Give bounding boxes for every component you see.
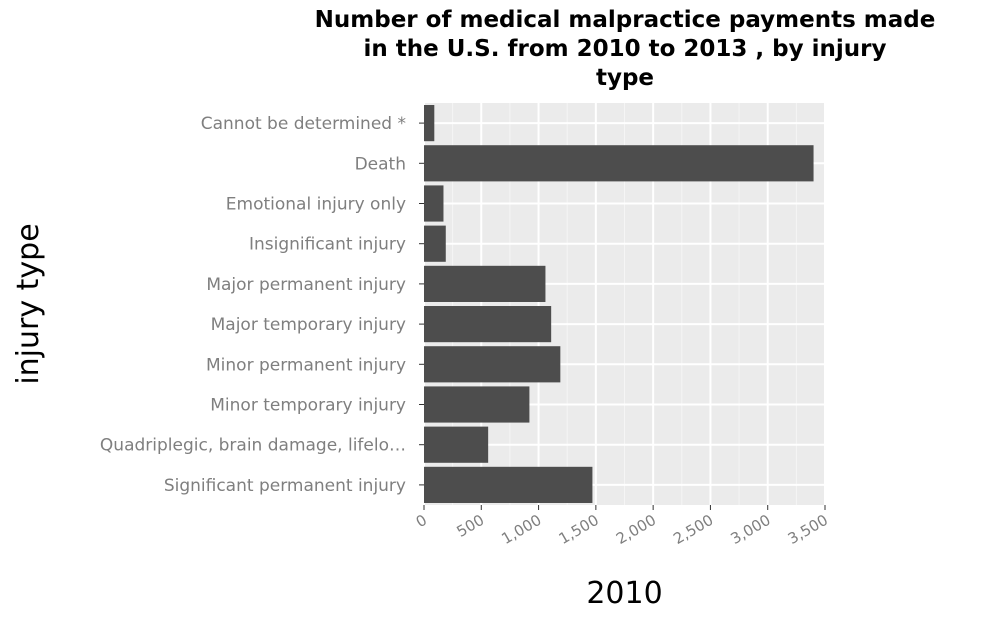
x-tick-label: 2,000 [613,511,659,548]
y-tick-label: Quadriplegic, brain damage, lifelo… [100,436,406,456]
y-axis-title: injury type [11,223,46,384]
bar [424,265,546,302]
y-tick-label: Major permanent injury [206,275,406,295]
x-tick-label: 3,000 [728,511,774,548]
x-axis: 0 500 1,000 1,500 2,000 2,500 3,000 3,500 [413,505,831,548]
x-axis-title: 2010 [586,576,662,611]
bar [424,306,552,343]
chart-title-line: type [595,65,655,91]
chart-title-line: in the U.S. from 2010 to 2013 , by injur… [363,36,887,62]
y-tick-label: Cannot be determined * [201,114,406,134]
bar [424,426,489,463]
x-tick-label: 500 [453,511,487,541]
y-tick-label: Insignificant injury [249,235,406,255]
x-tick-label: 0 [413,511,430,531]
y-axis: Cannot be determined * Death Emotional inj… [100,114,424,496]
y-tick-label: Significant permanent injury [164,476,406,496]
x-tick-label: 1,000 [498,511,544,548]
chart-title: Number of medical malpractice payments m… [262,6,988,93]
bar [424,185,444,222]
chart-title-line: Number of medical malpractice payments m… [314,7,936,33]
bars [424,105,814,503]
y-tick-label: Death [355,154,406,174]
x-tick-label: 2,500 [670,511,716,548]
bar [424,346,561,383]
bar [424,466,593,503]
bar [424,105,435,142]
x-tick-label: 3,500 [785,511,831,548]
bar [424,145,814,182]
y-tick-label: Emotional injury only [226,195,406,215]
y-tick-label: Major temporary injury [211,315,406,335]
y-tick-label: Minor permanent injury [206,355,406,375]
x-tick-label: 1,500 [556,511,602,548]
bar [424,386,530,423]
y-tick-label: Minor temporary injury [210,396,406,416]
bar [424,225,446,262]
